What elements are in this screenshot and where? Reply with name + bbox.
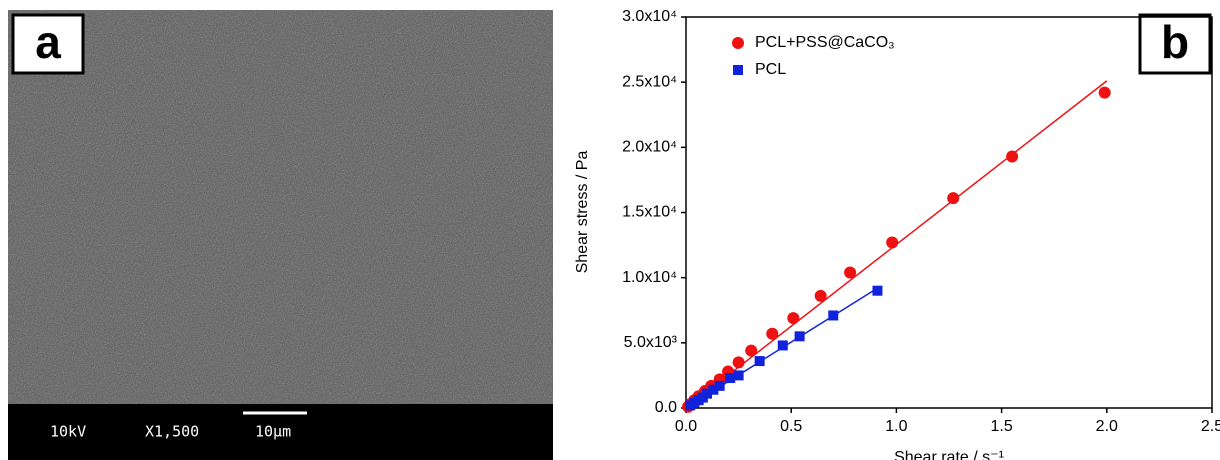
point [1098,86,1111,99]
y-tick-label: 0.0 [655,399,677,416]
point [745,344,758,357]
point [766,327,779,340]
x-axis-label: Shear rate / s⁻¹ [894,449,1004,460]
x-tick-label: 2.0 [1096,418,1118,435]
y-tick-label: 1.5x10⁴ [622,204,677,221]
y-tick-label: 3.0x10⁴ [622,8,677,25]
point [733,370,744,381]
panel-label: a [35,16,61,68]
chart: Shear stress / Pa Shear rate / s⁻¹ b 0.0… [574,8,1220,460]
point [872,285,883,296]
scale-label: 10μm [255,423,291,441]
sem-texture [8,10,553,404]
y-tick-label: 2.0x10⁴ [622,139,677,156]
point [754,356,765,367]
point [787,312,800,325]
point [886,236,899,249]
point [844,266,857,279]
magnification: X1,500 [145,423,199,441]
point [828,310,839,321]
y-axis-label: Shear stress / Pa [574,151,591,274]
x-tick-label: 1.0 [885,418,907,435]
x-tick-label: 0.0 [675,418,697,435]
point [725,373,736,384]
y-tick-label: 5.0x10³ [624,334,678,351]
voltage: 10kV [50,423,86,441]
panel-label-box [1138,13,1212,75]
sem-panel: a 10kV X1,500 10μm [8,10,553,460]
point [947,192,960,205]
x-tick-label: 1.5 [990,418,1012,435]
panel-label: b [1161,16,1189,68]
y-tick-label: 2.5x10⁴ [622,73,677,90]
point [702,388,713,399]
point [708,384,719,395]
x-tick-label: 2.5 [1201,418,1220,435]
point [814,289,827,302]
point [794,331,805,342]
y-tick-label: 1.0x10⁴ [622,269,677,286]
legend-marker [733,65,743,75]
panel-label-box [11,13,85,75]
legend-label: PCL+PSS@CaCO₃ [755,34,895,51]
x-tick-label: 0.5 [780,418,802,435]
legend-label: PCL [755,61,786,78]
legend-marker [732,37,744,49]
point [732,356,745,369]
point [1006,150,1019,163]
point [777,340,788,351]
point [714,380,725,391]
